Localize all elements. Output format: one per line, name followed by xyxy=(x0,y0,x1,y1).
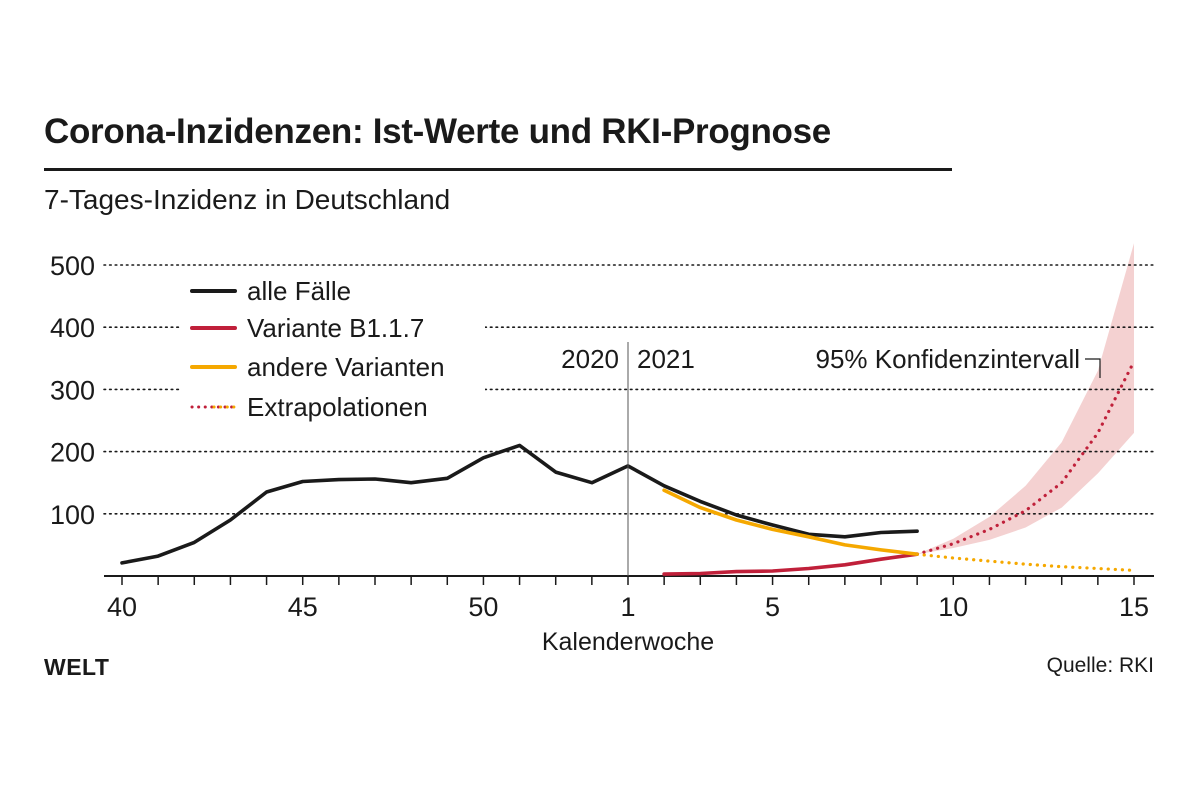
annotations: 2020 2021 95% Konfidenzintervall xyxy=(561,342,1101,576)
y-tick-label-100: 100 xyxy=(50,500,95,530)
x-tick-label-1: 1 xyxy=(620,592,635,622)
x-tick-label-40: 40 xyxy=(107,592,137,622)
series-line-1 xyxy=(120,443,919,565)
x-tick-label-50: 50 xyxy=(468,592,498,622)
confidence-band-layer xyxy=(917,243,1134,555)
y-tick-label-200: 200 xyxy=(50,438,95,468)
confidence-interval-label: 95% Konfidenzintervall xyxy=(816,344,1081,374)
y-tick-label-300: 300 xyxy=(50,375,95,405)
legend-label-3: andere Varianten xyxy=(247,352,445,382)
year-label-2020: 2020 xyxy=(561,344,619,374)
legend-label-2: Variante B1.1.7 xyxy=(247,313,424,343)
chart-subtitle: 7-Tages-Inzidenz in Deutschland xyxy=(44,184,451,215)
series-layer xyxy=(120,359,1136,576)
x-tick-label-15: 15 xyxy=(1119,592,1149,622)
series-line-2 xyxy=(662,552,919,576)
gridlines: 100 200 300 400 500 xyxy=(50,251,1155,530)
year-label-2021: 2021 xyxy=(637,344,695,374)
y-tick-label-500: 500 xyxy=(50,251,95,281)
series-line-5 xyxy=(915,552,1136,573)
welt-logo: WELT xyxy=(44,654,110,680)
x-tick-label-10: 10 xyxy=(938,592,968,622)
confidence-band-area xyxy=(917,243,1134,555)
title-underline xyxy=(44,168,952,171)
legend-background xyxy=(180,274,485,424)
chart-title: Corona-Inzidenzen: Ist-Werte und RKI-Pro… xyxy=(44,112,831,151)
legend: alle Fälle Variante B1.1.7 andere Variante… xyxy=(190,276,445,422)
confidence-label-leader xyxy=(1085,358,1101,378)
legend-label-1: alle Fälle xyxy=(247,276,351,306)
y-tick-label-400: 400 xyxy=(50,313,95,343)
x-tick-label-5: 5 xyxy=(765,592,780,622)
source-note: Quelle: RKI xyxy=(1046,654,1154,677)
series-line-3 xyxy=(662,488,919,557)
x-axis-title: Kalenderwoche xyxy=(542,628,714,656)
x-tick-label-45: 45 xyxy=(288,592,318,622)
legend-label-4: Extrapolationen xyxy=(247,392,428,422)
